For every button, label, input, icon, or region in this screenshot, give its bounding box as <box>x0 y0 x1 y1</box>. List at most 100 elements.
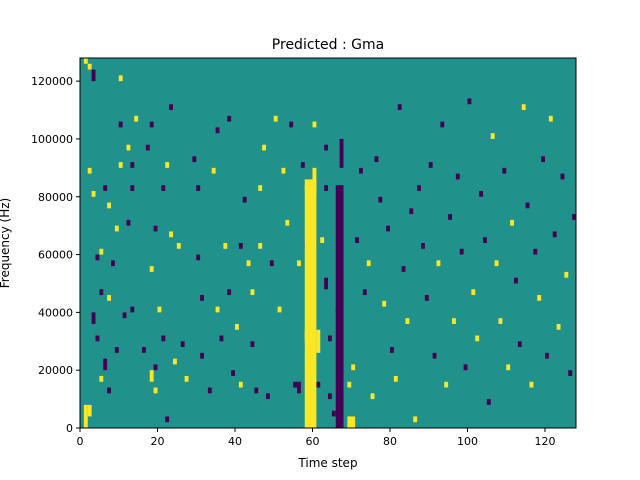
heatmap-cell <box>467 98 472 105</box>
heatmap-cell <box>83 58 88 64</box>
y-axis-label: Frequency (Hz) <box>0 198 12 289</box>
heatmap-cell <box>440 121 445 128</box>
x-tick-label: 20 <box>151 435 165 448</box>
heatmap-cell <box>510 219 514 226</box>
heatmap-cell <box>452 318 456 324</box>
heatmap-cell <box>200 295 204 301</box>
heatmap-cell <box>254 387 259 394</box>
heatmap-cell <box>444 381 449 388</box>
heatmap-cell <box>320 237 325 243</box>
heatmap-cell <box>184 375 189 382</box>
y-tick-label: 40000 <box>38 306 73 319</box>
heatmap-cell <box>215 127 220 134</box>
heatmap-cell <box>114 225 119 232</box>
heatmap-cell <box>506 364 511 371</box>
heatmap-band <box>339 138 344 168</box>
heatmap-cell <box>366 260 371 267</box>
heatmap-cell <box>118 121 123 128</box>
heatmap-cell <box>517 341 522 348</box>
heatmap-cell <box>219 335 224 342</box>
x-tick-label: 80 <box>383 435 397 448</box>
heatmap-cell <box>393 375 398 382</box>
heatmap-cell <box>289 121 294 128</box>
heatmap-cell <box>262 144 266 151</box>
heatmap-cell <box>541 156 545 163</box>
heatmap-cell <box>91 69 96 82</box>
heatmap-cell <box>494 260 499 267</box>
heatmap-cell <box>502 167 507 174</box>
heatmap-cell <box>118 75 123 82</box>
heatmap-cell <box>448 214 452 220</box>
heatmap-cell <box>196 254 201 261</box>
heatmap-cell <box>130 162 135 168</box>
heatmap-cell <box>173 358 177 365</box>
heatmap-cell <box>424 295 429 301</box>
heatmap-cell <box>331 410 336 417</box>
heatmap-cell <box>250 341 255 348</box>
heatmap-cell <box>483 237 487 243</box>
heatmap-cell <box>390 347 394 353</box>
heatmap-cell <box>134 115 139 122</box>
heatmap-cell <box>459 248 464 255</box>
y-tick-label: 120000 <box>31 75 73 88</box>
heatmap-cell <box>432 352 437 359</box>
heatmap-cell <box>405 318 410 324</box>
heatmap-cell <box>328 335 332 342</box>
heatmap-cell <box>238 243 243 249</box>
heatmap-cell <box>87 63 92 70</box>
y-axis: 0 20000 40000 60000 80000 100000 120000 <box>31 75 80 435</box>
heatmap-cell <box>111 260 115 267</box>
heatmap-cell <box>95 254 100 261</box>
heatmap-cell <box>564 271 569 278</box>
heatmap-cell <box>479 190 483 197</box>
heatmap-cell <box>552 231 557 238</box>
heatmap-cell <box>548 115 553 122</box>
heatmap-cell <box>149 121 154 128</box>
heatmap-cell <box>211 167 216 174</box>
heatmap-cell <box>215 306 220 313</box>
y-tick-label: 20000 <box>38 364 73 377</box>
heatmap-cell <box>560 173 565 180</box>
heatmap-cell <box>258 185 263 191</box>
heatmap-cell <box>316 381 321 388</box>
heatmap-cell <box>359 167 363 174</box>
heatmap-cell <box>250 289 255 296</box>
heatmap-cell <box>362 289 367 296</box>
heatmap-cell <box>285 219 290 226</box>
heatmap-cell <box>118 162 123 168</box>
heatmap-band <box>297 381 301 394</box>
heatmap-background <box>80 58 576 428</box>
heatmap-cell <box>312 121 317 128</box>
heatmap-cell <box>145 144 150 151</box>
heatmap-cell <box>463 364 468 371</box>
heatmap-cell <box>455 173 460 180</box>
heatmap-cell <box>130 306 135 313</box>
heatmap-cell <box>103 185 108 191</box>
heatmap-cell <box>99 375 104 382</box>
heatmap-cell <box>223 243 228 249</box>
heatmap-cell <box>525 202 530 209</box>
heatmap-cell <box>300 162 305 168</box>
heatmap-cell <box>153 364 158 371</box>
heatmap-cell <box>227 115 232 122</box>
heatmap-cell <box>521 104 526 111</box>
heatmap-cell <box>556 323 561 330</box>
heatmap-cell <box>273 115 278 122</box>
y-tick-label: 60000 <box>38 249 73 262</box>
heatmap-cell <box>324 144 328 151</box>
heatmap-band <box>312 167 317 197</box>
heatmap-cell <box>293 381 297 388</box>
heatmap-cell <box>231 370 235 376</box>
plot-area <box>80 58 576 428</box>
x-tick-label: 100 <box>457 435 478 448</box>
heatmap-cell <box>421 243 425 249</box>
heatmap-cell <box>258 243 263 249</box>
heatmap-cell <box>169 231 173 238</box>
heatmap-cell <box>374 156 379 163</box>
heatmap-cell <box>475 335 480 342</box>
heatmap-cell <box>107 295 111 301</box>
heatmap-cell <box>87 167 92 174</box>
plot-frame <box>79 57 577 429</box>
y-tick-label: 100000 <box>31 133 73 146</box>
